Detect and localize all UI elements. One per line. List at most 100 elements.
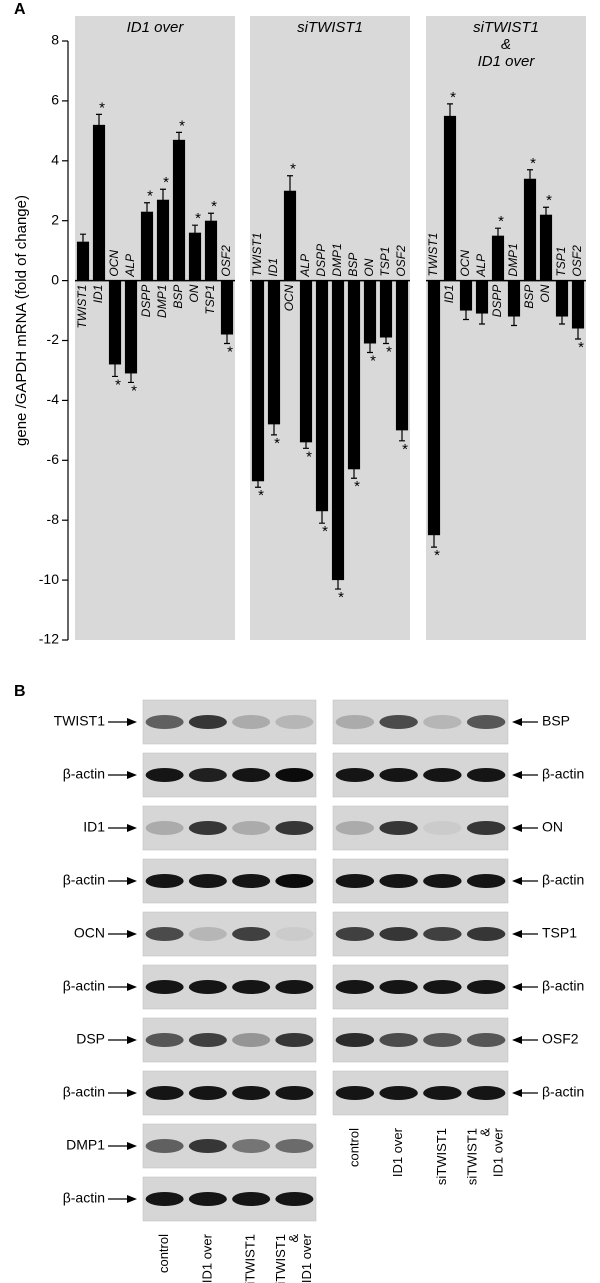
category-label: TSP1 [554,247,568,277]
band [188,1033,227,1047]
arrow-head [512,1089,522,1097]
bar [299,280,313,443]
lane-label: & [478,1128,493,1137]
lane-label: ID1 over [199,1233,214,1283]
arrow-head [127,1089,137,1097]
arrow-head [127,877,137,885]
significance-marker: * [498,213,504,230]
category-label: BSP [171,285,185,309]
panel-title: siTWIST1 [297,19,363,36]
band [423,927,462,941]
error-bar [447,103,453,129]
band [379,715,418,729]
band [423,1033,462,1047]
band [466,715,506,729]
bar [315,280,329,512]
band [275,927,314,941]
significance-marker: * [546,192,552,209]
bar [140,211,154,281]
band [379,1033,418,1047]
arrow-head [127,930,137,938]
lane-label: siTWIST1 [243,1234,258,1283]
band [188,874,227,888]
blot-label: TSP1 [542,925,577,941]
category-label: DMP1 [330,243,344,276]
band [145,768,184,782]
error-bar [383,330,389,345]
band [232,927,271,941]
blot-label: β-actin [542,872,584,888]
bar [204,220,218,281]
significance-marker: * [354,478,360,495]
band [335,715,375,729]
bar [363,280,377,344]
panel-title: ID1 over [478,53,536,70]
band [423,768,462,782]
blot-label: OCN [74,925,105,941]
band [335,1086,375,1100]
significance-marker: * [147,188,153,205]
error-bar [176,131,182,148]
band [335,980,375,994]
band [232,980,271,994]
arrow-head [127,983,137,991]
band [275,715,314,729]
band [145,715,184,729]
significance-marker: * [163,174,169,191]
significance-marker: * [386,343,392,360]
significance-marker: * [530,155,536,172]
significance-marker: * [322,523,328,540]
error-bar [463,300,469,321]
y-tick-label: -8 [47,511,60,527]
category-label: TSP1 [203,285,217,315]
blot-label: β-actin [542,1084,584,1100]
bar [571,280,585,329]
category-label: OCN [107,250,121,277]
band [466,1033,506,1047]
band [232,1086,271,1100]
bar [491,235,505,281]
band [232,1192,271,1206]
category-label: ID1 [91,285,105,304]
blot-label: TWIST1 [54,713,106,729]
arrow-head [127,771,137,779]
category-label: ID1 [266,258,280,277]
band [232,715,271,729]
bar [427,280,441,536]
lane-label: siTWIST1 [273,1234,288,1283]
bar [156,199,170,281]
error-bar [479,302,485,325]
band [145,1086,184,1100]
arrow-head [512,877,522,885]
band [145,874,184,888]
band [466,874,506,888]
panel-label: B [14,683,26,700]
blot-label: β-actin [63,978,105,994]
error-bar [367,333,373,354]
arrow-head [127,1036,137,1044]
bar [475,280,489,314]
band [145,1139,184,1153]
y-tick-label: 2 [51,211,59,227]
lane-label: ID1 over [299,1233,314,1283]
category-label: ALP [474,254,488,278]
band [466,927,506,941]
band [275,768,314,782]
band [466,1086,506,1100]
error-bar [160,188,166,211]
category-label: DSPP [314,244,328,277]
band [188,768,227,782]
significance-marker: * [99,99,105,116]
band [188,1086,227,1100]
error-bar [543,206,549,223]
bar [523,178,537,281]
band [423,874,462,888]
bar [331,280,345,581]
band [379,927,418,941]
category-label: ON [187,284,201,302]
significance-marker: * [450,89,456,106]
band [232,874,271,888]
band [275,874,314,888]
band [188,980,227,994]
